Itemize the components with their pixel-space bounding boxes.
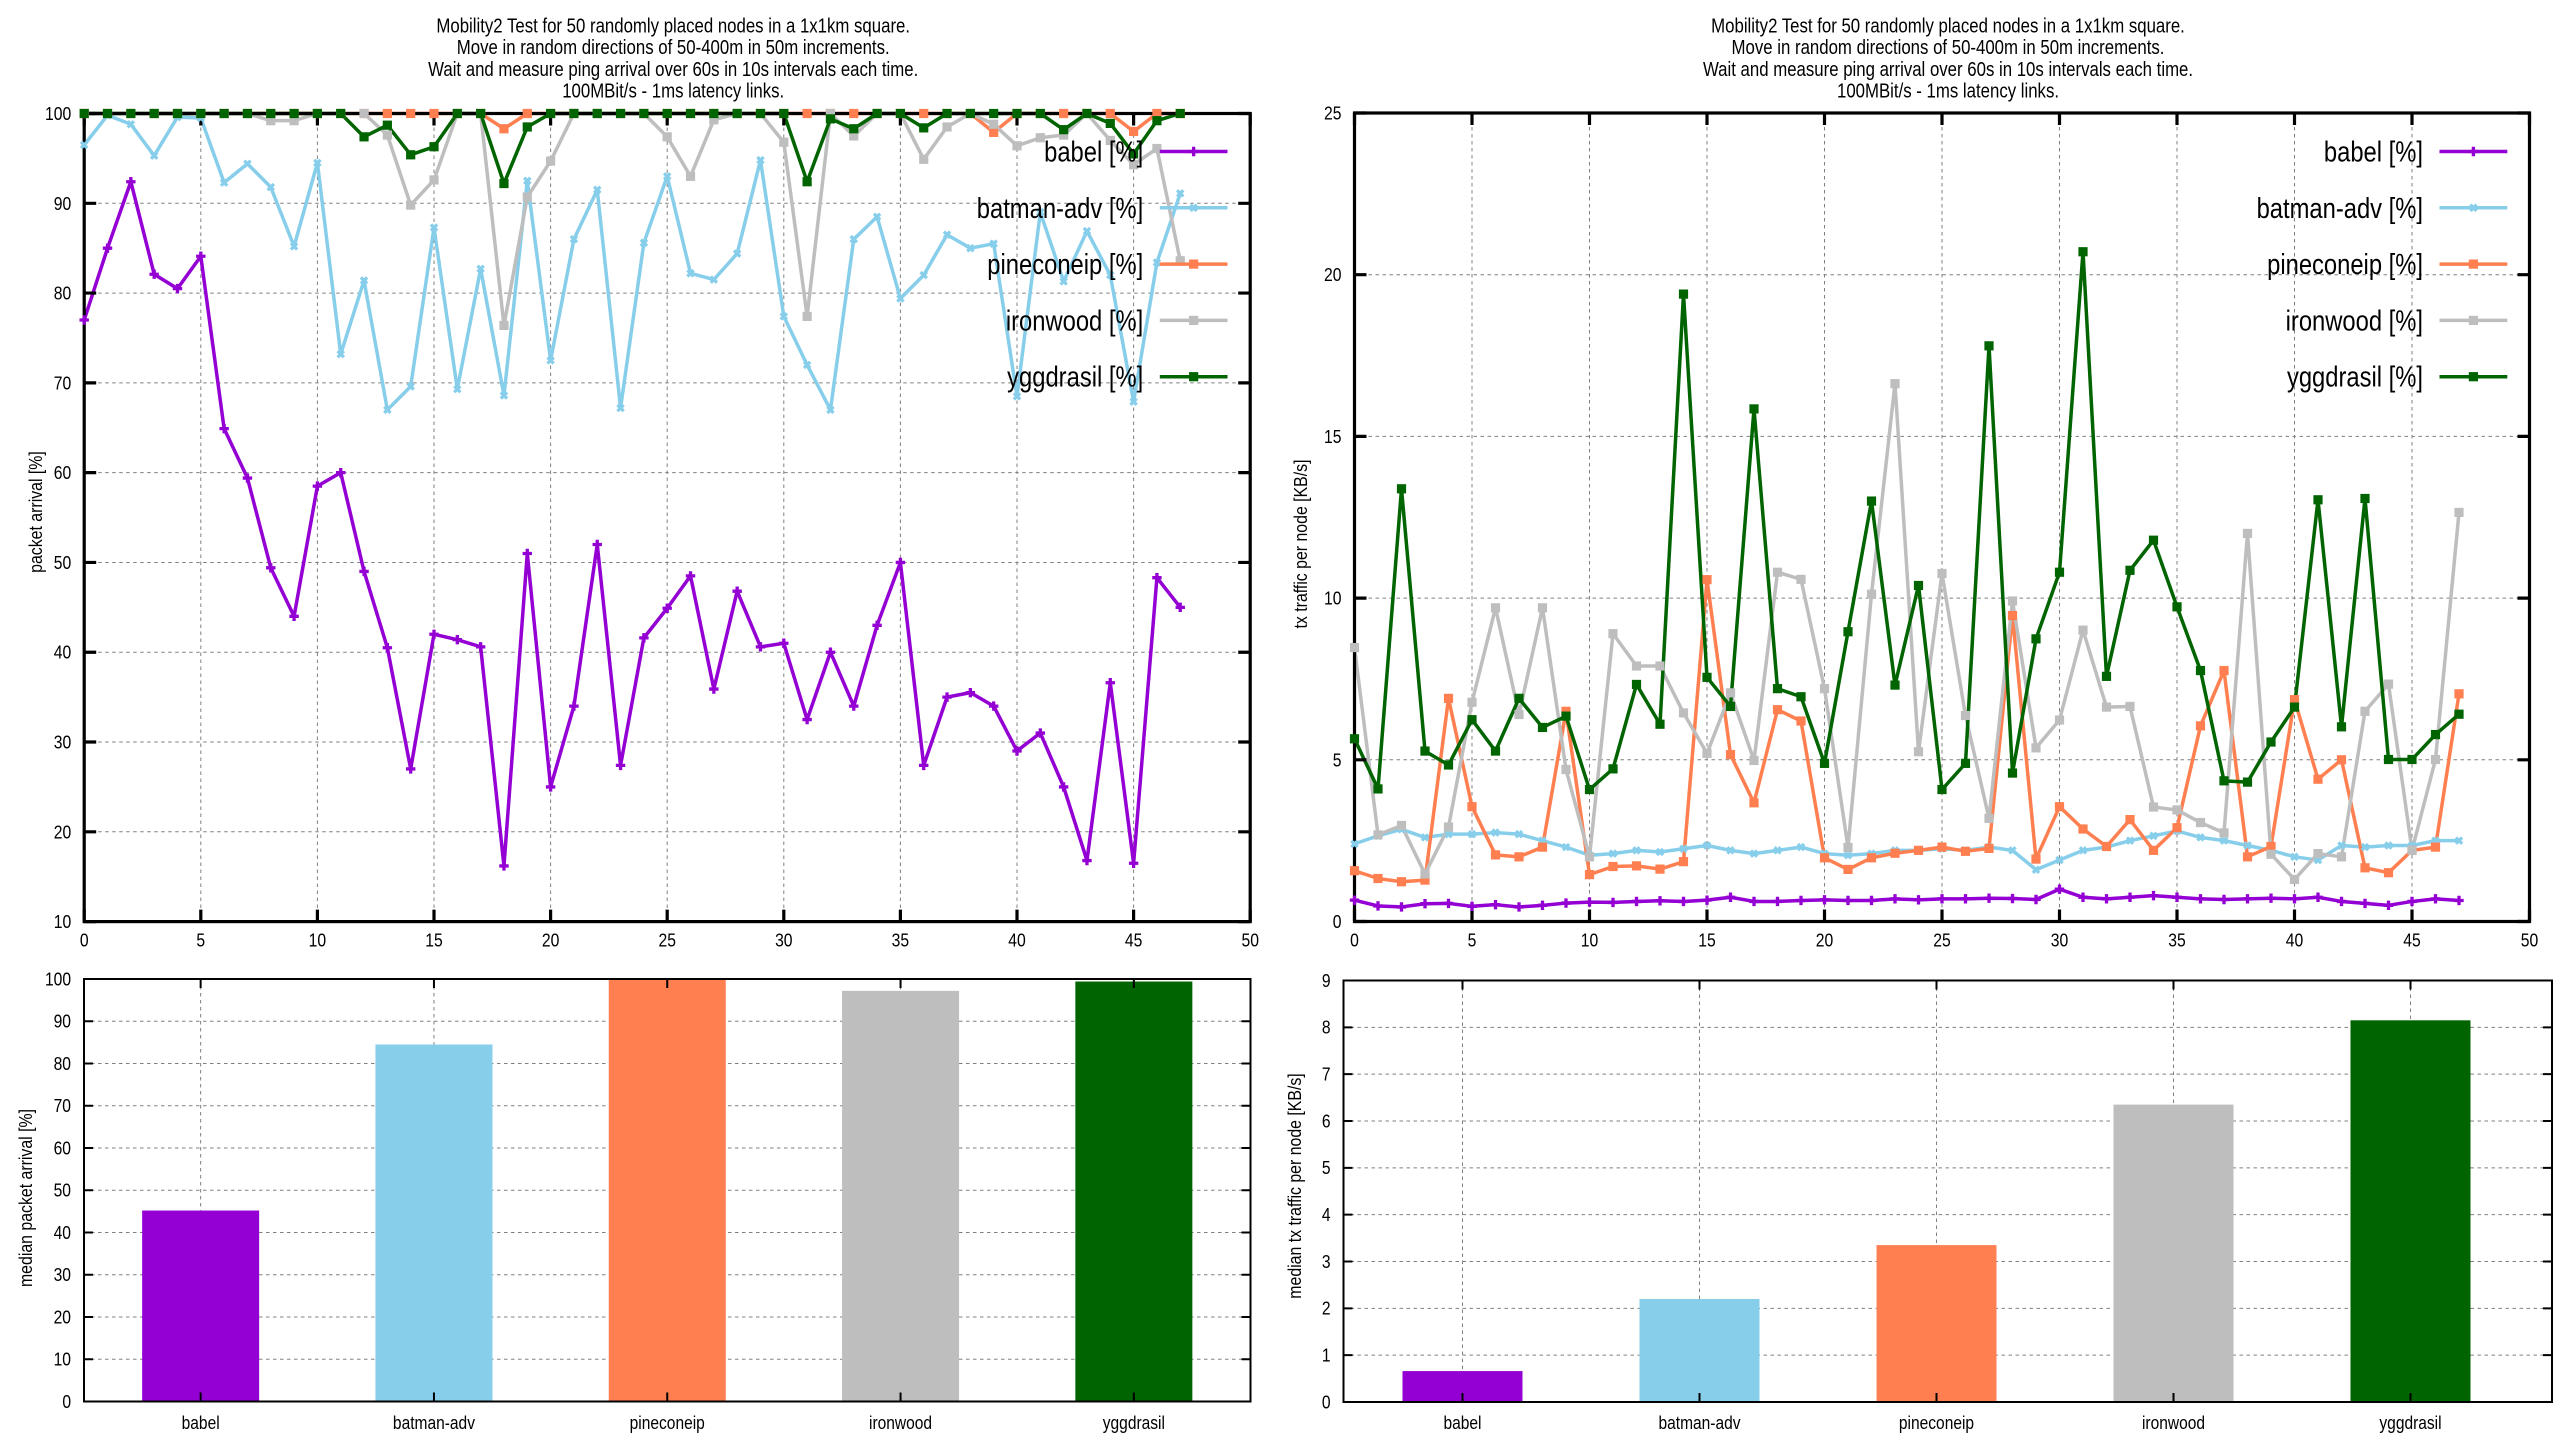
svg-text:yggdrasil [%]: yggdrasil [%] xyxy=(1007,361,1143,393)
svg-text:9: 9 xyxy=(1322,970,1331,992)
svg-text:Wait and measure ping arrival: Wait and measure ping arrival over 60s i… xyxy=(1703,57,2193,80)
svg-text:20: 20 xyxy=(1324,264,1341,286)
svg-text:0: 0 xyxy=(1350,929,1359,951)
svg-text:batman-adv [%]: batman-adv [%] xyxy=(2257,192,2423,224)
svg-text:20: 20 xyxy=(54,1306,71,1328)
svg-text:1: 1 xyxy=(1322,1344,1331,1366)
svg-text:100MBit/s - 1ms latency links.: 100MBit/s - 1ms latency links. xyxy=(562,79,784,102)
svg-text:5: 5 xyxy=(1322,1157,1331,1179)
svg-text:tx traffic per node [KB/s]: tx traffic per node [KB/s] xyxy=(1290,460,1312,629)
svg-text:30: 30 xyxy=(54,731,71,753)
svg-text:pineconeip: pineconeip xyxy=(630,1413,705,1434)
svg-text:5: 5 xyxy=(196,929,205,951)
svg-text:10: 10 xyxy=(54,911,71,933)
svg-text:30: 30 xyxy=(775,929,792,951)
svg-text:40: 40 xyxy=(2286,929,2303,951)
svg-text:40: 40 xyxy=(54,641,71,663)
svg-text:45: 45 xyxy=(1125,929,1142,951)
svg-text:100: 100 xyxy=(45,103,71,125)
svg-text:median tx traffic per node [KB: median tx traffic per node [KB/s] xyxy=(1284,1073,1306,1298)
svg-text:20: 20 xyxy=(54,821,71,843)
svg-text:20: 20 xyxy=(542,929,559,951)
svg-text:Move in random directions of 5: Move in random directions of 50-400m in … xyxy=(1732,36,2165,59)
svg-text:babel [%]: babel [%] xyxy=(1044,136,1143,168)
svg-text:batman-adv [%]: batman-adv [%] xyxy=(977,192,1143,224)
svg-text:100MBit/s - 1ms latency links.: 100MBit/s - 1ms latency links. xyxy=(1837,79,2059,102)
svg-text:ironwood [%]: ironwood [%] xyxy=(2286,304,2423,336)
svg-text:30: 30 xyxy=(54,1264,71,1286)
svg-text:50: 50 xyxy=(1241,929,1258,951)
svg-text:pineconeip: pineconeip xyxy=(1899,1413,1974,1434)
svg-text:90: 90 xyxy=(54,192,71,214)
svg-text:50: 50 xyxy=(2521,929,2538,951)
svg-text:batman-adv: batman-adv xyxy=(1658,1413,1740,1434)
svg-text:50: 50 xyxy=(54,1179,71,1201)
svg-text:0: 0 xyxy=(80,929,89,951)
svg-text:4: 4 xyxy=(1322,1204,1331,1226)
svg-text:7: 7 xyxy=(1322,1063,1331,1085)
svg-text:median packet arrival [%]: median packet arrival [%] xyxy=(15,1109,37,1287)
svg-text:3: 3 xyxy=(1322,1251,1331,1273)
svg-text:Wait and measure ping arrival: Wait and measure ping arrival over 60s i… xyxy=(428,57,918,80)
svg-text:5: 5 xyxy=(1333,749,1342,771)
svg-text:100: 100 xyxy=(45,968,71,990)
svg-text:babel: babel xyxy=(1443,1413,1481,1434)
svg-text:yggdrasil: yggdrasil xyxy=(1103,1413,1165,1434)
svg-text:10: 10 xyxy=(54,1348,71,1370)
svg-text:40: 40 xyxy=(1008,929,1025,951)
svg-text:15: 15 xyxy=(1324,426,1341,448)
svg-text:batman-adv: batman-adv xyxy=(393,1413,475,1434)
svg-text:80: 80 xyxy=(54,1053,71,1075)
svg-text:25: 25 xyxy=(1933,929,1950,951)
svg-text:pineconeip [%]: pineconeip [%] xyxy=(987,248,1143,280)
svg-text:50: 50 xyxy=(54,552,71,574)
svg-text:35: 35 xyxy=(892,929,909,951)
svg-text:yggdrasil: yggdrasil xyxy=(2379,1413,2441,1434)
svg-text:10: 10 xyxy=(309,929,326,951)
svg-text:ironwood: ironwood xyxy=(2142,1413,2205,1434)
svg-text:0: 0 xyxy=(62,1391,71,1413)
svg-text:0: 0 xyxy=(1322,1391,1331,1413)
svg-text:40: 40 xyxy=(54,1222,71,1244)
svg-text:15: 15 xyxy=(425,929,442,951)
svg-text:15: 15 xyxy=(1698,929,1715,951)
svg-text:45: 45 xyxy=(2403,929,2420,951)
svg-text:ironwood: ironwood xyxy=(869,1413,932,1434)
svg-text:10: 10 xyxy=(1581,929,1598,951)
svg-text:90: 90 xyxy=(54,1010,71,1032)
svg-text:packet arrival [%]: packet arrival [%] xyxy=(25,451,47,573)
svg-text:25: 25 xyxy=(658,929,675,951)
svg-text:60: 60 xyxy=(54,462,71,484)
svg-text:pineconeip [%]: pineconeip [%] xyxy=(2267,248,2423,280)
svg-text:10: 10 xyxy=(1324,587,1341,609)
svg-text:25: 25 xyxy=(1324,102,1341,124)
svg-text:35: 35 xyxy=(2168,929,2185,951)
svg-text:6: 6 xyxy=(1322,1110,1331,1132)
svg-text:Mobility2 Test for 50 randomly: Mobility2 Test for 50 randomly placed no… xyxy=(436,14,910,37)
svg-text:babel: babel xyxy=(182,1413,220,1434)
svg-text:ironwood [%]: ironwood [%] xyxy=(1006,304,1143,336)
svg-text:70: 70 xyxy=(54,1095,71,1117)
svg-text:0: 0 xyxy=(1333,911,1342,933)
svg-text:20: 20 xyxy=(1816,929,1833,951)
svg-text:Move in random directions of 5: Move in random directions of 50-400m in … xyxy=(457,36,890,59)
svg-text:yggdrasil [%]: yggdrasil [%] xyxy=(2287,361,2423,393)
svg-text:2: 2 xyxy=(1322,1297,1331,1319)
svg-text:80: 80 xyxy=(54,282,71,304)
svg-text:Mobility2 Test for 50 randomly: Mobility2 Test for 50 randomly placed no… xyxy=(1711,14,2185,37)
svg-text:5: 5 xyxy=(1468,929,1477,951)
svg-text:30: 30 xyxy=(2051,929,2068,951)
svg-text:8: 8 xyxy=(1322,1016,1331,1038)
svg-text:babel [%]: babel [%] xyxy=(2324,136,2423,168)
svg-text:60: 60 xyxy=(54,1137,71,1159)
svg-text:70: 70 xyxy=(54,372,71,394)
